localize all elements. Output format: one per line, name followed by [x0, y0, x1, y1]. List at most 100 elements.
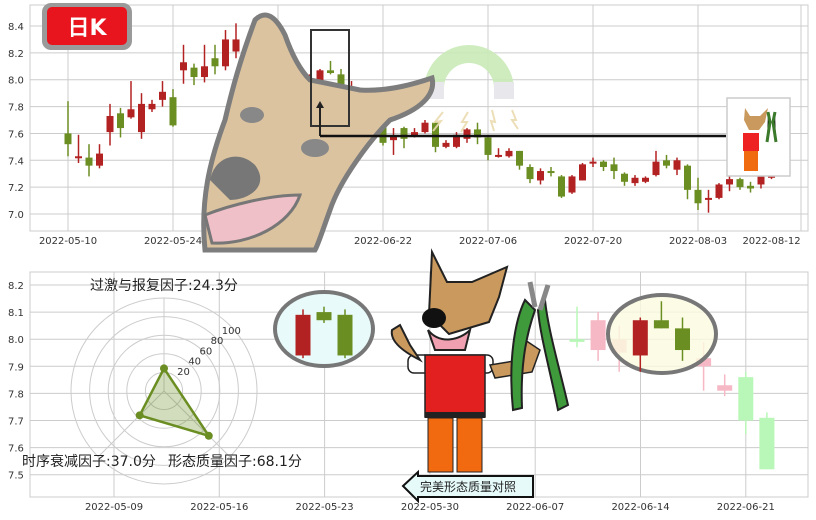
y-tick-label: 7.2 — [8, 183, 24, 194]
top-chart-candles — [64, 23, 775, 213]
candle — [463, 129, 471, 139]
candle — [684, 165, 691, 190]
radar-ring-label: 40 — [188, 357, 201, 368]
top-chart-x-ticks: 2022-05-102022-05-242022-06-082022-06-22… — [39, 236, 801, 247]
y-tick-label: 8.2 — [8, 49, 24, 60]
y-tick-label: 7.8 — [8, 389, 24, 400]
candle — [159, 91, 166, 100]
candle — [96, 153, 103, 166]
candle — [652, 161, 660, 176]
candle — [505, 150, 513, 157]
candle — [400, 128, 408, 139]
candle — [474, 129, 481, 138]
y-tick-label: 7.6 — [8, 444, 24, 455]
top-chart-y-ticks: 7.0 7.2 7.4 7.6 7.8 8.0 8.2 8.4 — [8, 22, 24, 221]
candle — [717, 385, 733, 391]
candle — [232, 39, 240, 52]
x-tick-label: 2022-08-12 — [742, 236, 800, 247]
candle — [558, 176, 565, 197]
candle — [705, 197, 712, 200]
candle — [747, 185, 754, 189]
candle — [442, 142, 450, 147]
candle — [526, 167, 534, 180]
radar-axis-label: 形态质量因子:68.1分 — [168, 454, 302, 470]
candle — [642, 177, 649, 182]
top-chart-frame — [29, 4, 809, 232]
candle — [117, 113, 124, 129]
candle — [85, 157, 93, 166]
candle — [631, 177, 639, 184]
candle — [675, 328, 690, 351]
y-tick-label: 8.4 — [8, 22, 24, 33]
template-candle — [337, 314, 353, 356]
radar-point — [204, 431, 213, 440]
perfect-pattern-inset — [273, 290, 375, 368]
daily-k-badge: 日K — [42, 3, 132, 50]
candle — [673, 160, 681, 170]
y-tick-label: 7.5 — [8, 471, 24, 482]
candle — [411, 132, 418, 137]
candle — [316, 70, 324, 87]
pattern-highlight-box — [310, 29, 726, 138]
x-tick-label: 2022-05-16 — [190, 502, 248, 513]
x-tick-label: 2022-08-03 — [669, 236, 727, 247]
candle — [190, 67, 198, 78]
radar-axis-label: 过激与报复因子:24.3分 — [90, 277, 238, 294]
y-tick-label: 7.9 — [8, 362, 24, 373]
y-tick-label: 8.2 — [8, 281, 24, 292]
x-tick-label: 2022-05-09 — [85, 502, 143, 513]
candle — [579, 164, 586, 181]
badge-label: 日K — [67, 16, 107, 41]
x-tick-label: 2022-06-21 — [717, 502, 775, 513]
candle — [495, 154, 502, 157]
candle — [694, 189, 702, 204]
perfect-pattern-compare-button[interactable]: 完美形态质量对照 — [401, 469, 534, 504]
y-tick-label: 7.7 — [8, 417, 24, 428]
x-tick-label: 2022-05-24 — [144, 236, 202, 247]
y-tick-label: 8.1 — [8, 308, 24, 319]
highlighted-candles — [632, 301, 690, 372]
candle — [106, 115, 114, 133]
y-tick-label: 8.0 — [8, 335, 24, 346]
x-tick-label: 2022-06-22 — [354, 236, 412, 247]
radar-axis — [163, 390, 231, 458]
candle — [590, 320, 606, 351]
radar-point — [160, 364, 168, 373]
x-tick-label: 2022-05-23 — [296, 502, 354, 513]
candle — [568, 176, 576, 193]
compare-button-label[interactable]: 完美形态质量对照 — [420, 479, 516, 494]
candle — [696, 358, 712, 367]
x-tick-label: 2022-05-10 — [39, 236, 97, 247]
candle — [726, 179, 733, 185]
candle — [738, 377, 754, 421]
candle — [547, 171, 555, 174]
candle — [589, 161, 597, 164]
candle — [736, 179, 744, 188]
candle — [211, 58, 219, 67]
candle — [390, 136, 397, 141]
x-tick-label: 2022-05-30 — [401, 502, 459, 513]
candle — [201, 66, 208, 78]
candle — [537, 171, 544, 181]
y-tick-label: 7.0 — [8, 210, 24, 221]
template-candle — [316, 312, 332, 321]
bottom-chart-x-ticks: 2022-05-09 2022-05-16 2022-05-23 2022-05-30… — [85, 502, 775, 513]
radar-point — [135, 411, 144, 420]
x-tick-label: 2022-07-20 — [564, 236, 622, 247]
candle — [453, 134, 460, 147]
y-tick-label: 7.6 — [8, 129, 24, 140]
radar-ring-label: 20 — [177, 367, 190, 378]
candle — [757, 176, 765, 185]
y-tick-label: 7.8 — [8, 103, 24, 114]
candle — [621, 173, 628, 182]
candle — [148, 103, 156, 110]
candle — [484, 137, 492, 155]
radar-axis-label: 时序衰减因子:37.0分 — [22, 453, 156, 470]
candle — [569, 339, 585, 342]
radar-ring-label: 60 — [199, 346, 212, 357]
candle — [653, 320, 669, 329]
radar-ring-label: 80 — [211, 336, 224, 347]
candle — [64, 133, 72, 145]
candle — [169, 97, 177, 126]
